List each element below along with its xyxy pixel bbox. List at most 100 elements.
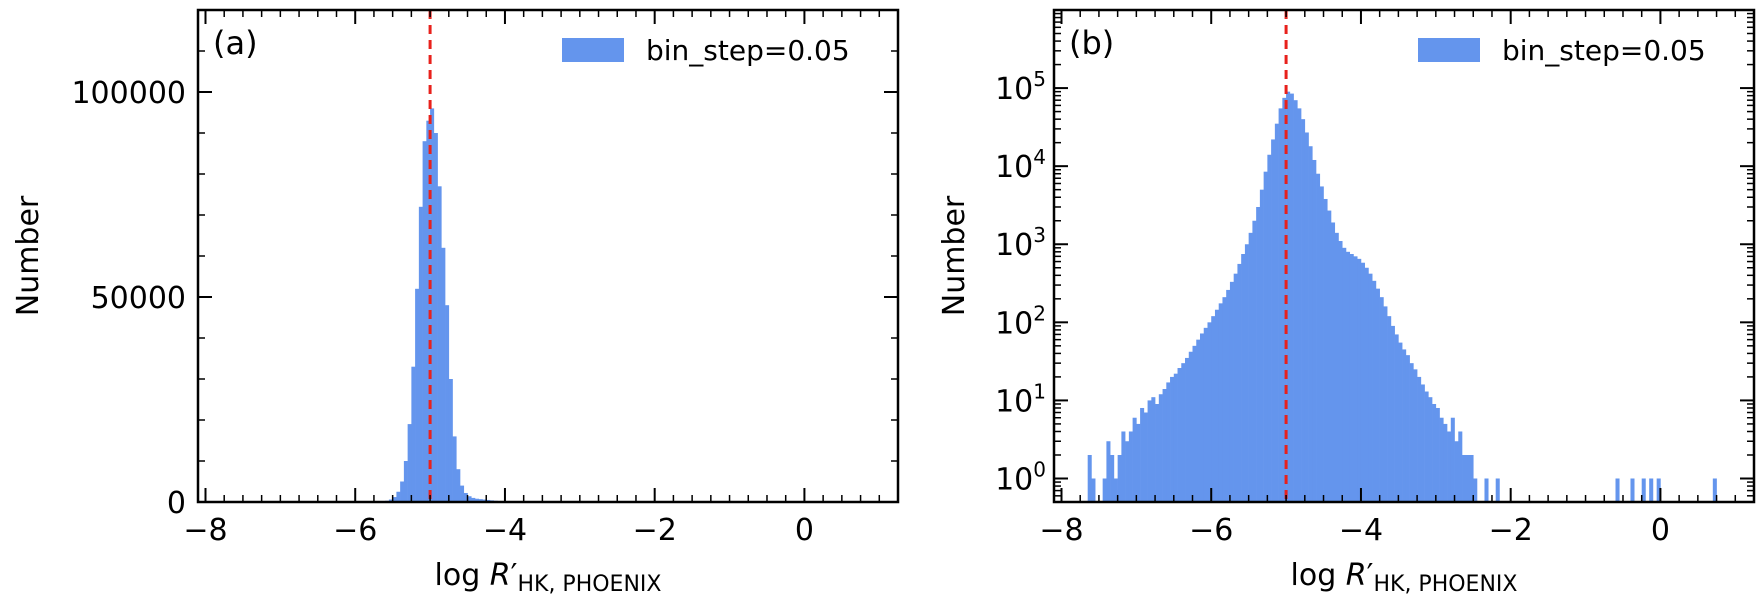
histogram-bar (1132, 417, 1137, 502)
histogram-bar (426, 120, 431, 502)
histogram-bar (471, 497, 476, 502)
x-tick-label: −4 (483, 513, 527, 548)
histogram-bar (1177, 368, 1182, 502)
legend-swatch-b (1418, 38, 1480, 62)
x-tick-label: −6 (333, 513, 377, 548)
histogram-bar (1170, 376, 1175, 502)
y-tick-labels-b: 100 101 102 103 104 105 (995, 67, 1046, 497)
x-tick-label: 0 (795, 513, 814, 548)
histogram-bar (1136, 423, 1141, 502)
plot-frame-b (1052, 8, 1756, 504)
histogram-bar (1443, 423, 1448, 502)
histogram-bar (478, 499, 483, 502)
histogram-bar (1125, 441, 1130, 502)
histogram-bar (1226, 289, 1231, 502)
histogram-bar (456, 469, 461, 502)
histogram-bar (1274, 123, 1279, 503)
histogram-bar (1158, 394, 1163, 502)
histogram-bar (1151, 397, 1156, 502)
histogram-bar (1286, 91, 1291, 502)
histogram-bar (1409, 363, 1414, 502)
histogram-bar (1102, 478, 1107, 502)
histogram-bar (1319, 186, 1324, 502)
histogram-bar (1364, 267, 1369, 502)
histogram-bar (1368, 273, 1373, 502)
histogram-bar (433, 133, 438, 502)
histogram-bar (1181, 363, 1186, 502)
histogram-bar (1345, 251, 1351, 502)
histogram-bar (445, 305, 450, 502)
histogram-bar (441, 247, 446, 502)
histogram-bar (1271, 139, 1276, 502)
histogram-bar (415, 288, 420, 502)
histogram-bar (1394, 334, 1399, 502)
histogram-bar (1106, 441, 1111, 502)
y-axis-title-b: Number (937, 195, 972, 316)
histogram-bar (1428, 397, 1433, 502)
histogram-bar (1641, 478, 1646, 502)
histogram-bar (1357, 258, 1362, 502)
histogram-bar (463, 492, 468, 502)
histogram-bar (1218, 303, 1223, 502)
histogram-bar (1203, 327, 1208, 502)
histogram-bar (1390, 325, 1395, 502)
histogram-bar (1450, 417, 1455, 502)
histogram-bar (1424, 391, 1429, 502)
histogram-bar (1117, 454, 1122, 502)
major-ticks-b (1054, 10, 1754, 502)
legend-a: bin_step=0.05 (562, 34, 850, 67)
histogram-bar (1630, 478, 1635, 502)
histogram-bar (1712, 478, 1717, 502)
histogram-bar (1334, 232, 1339, 502)
x-axis-title-b: log R′HK, PHOENIX (1291, 558, 1518, 597)
histogram-bar (1465, 454, 1470, 502)
histogram-bar (1113, 478, 1118, 502)
y-tick-label: 104 (995, 145, 1046, 185)
histogram-bar (1248, 232, 1253, 502)
histogram-bar (1387, 316, 1392, 502)
histogram-bar (1147, 400, 1152, 502)
histogram-bar (1173, 373, 1178, 502)
histogram-bar (1207, 322, 1212, 502)
x-axis-title-a: log R′HK, PHOENIX (435, 558, 662, 597)
x-tick-label: −2 (633, 513, 677, 548)
histogram-bar (1304, 132, 1309, 503)
histogram-bar (1495, 478, 1500, 502)
histogram-bar (1360, 262, 1365, 502)
histogram-bar (1420, 384, 1425, 502)
histogram-bar (1278, 108, 1283, 503)
histogram-bar (1398, 342, 1403, 502)
legend-label-b: bin_step=0.05 (1502, 34, 1706, 67)
histogram-bar (1301, 119, 1306, 503)
histogram-bar (467, 496, 472, 502)
histogram-bar (1353, 256, 1358, 502)
histogram-bar (1241, 254, 1246, 502)
x-tick-label: −2 (1489, 513, 1533, 548)
histogram-bar (1349, 254, 1354, 502)
legend-swatch-a (562, 38, 624, 62)
histogram-bar (1166, 382, 1171, 502)
histogram-bar (1140, 407, 1145, 502)
histogram-bar (1237, 263, 1242, 502)
histogram-bar (1297, 108, 1302, 503)
histogram-bar (1462, 454, 1467, 502)
histogram-bar (1473, 478, 1478, 502)
histogram-bar (1289, 93, 1294, 502)
histogram-bar (407, 424, 412, 502)
histogram-bar (1316, 173, 1321, 503)
y-tick-labels-a: 0 50000 100000 (71, 76, 186, 521)
x-tick-labels-a: −8 −6 −4 −2 0 (183, 513, 814, 548)
panel-label-b: (b) (1069, 24, 1114, 62)
y-tick-label: 100 (995, 457, 1046, 497)
histogram-bar (1435, 407, 1440, 502)
histogram-bar (1375, 288, 1380, 502)
histogram-bar (1091, 478, 1096, 502)
histogram-bar (1267, 154, 1272, 502)
histogram-bar (448, 379, 453, 502)
histogram-bar (1196, 339, 1201, 502)
y-tick-label: 105 (995, 67, 1046, 107)
histogram-bar (1342, 247, 1347, 502)
plot-area-a (198, 10, 898, 502)
histogram-bar (1263, 171, 1268, 502)
